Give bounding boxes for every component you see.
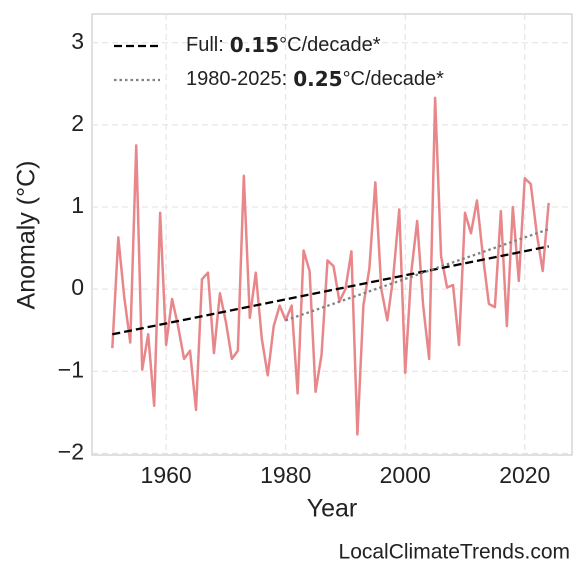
y-tick-label: −2: [58, 438, 84, 464]
y-axis-label: Anomaly (°C): [13, 161, 41, 310]
legend-rate: 0.15: [230, 33, 279, 57]
watermark: LocalClimateTrends.com: [339, 541, 570, 564]
legend-name: Full:: [186, 34, 224, 56]
y-tick-label: −1: [58, 356, 84, 382]
y-tick-label: 3: [71, 28, 84, 54]
series-line: [111, 96, 550, 436]
x-tick-label: 1960: [141, 462, 192, 488]
x-tick-label: 2020: [499, 462, 550, 488]
legend-name: 1980-2025:: [186, 68, 287, 90]
y-tick-label: 2: [71, 110, 84, 136]
y-tick-label: 0: [71, 274, 84, 300]
series-line: [112, 245, 549, 336]
plot-frame: [91, 13, 573, 456]
x-axis-label: Year: [307, 495, 358, 523]
legend-unit: °C/decade*: [343, 68, 445, 90]
series-line: [285, 228, 550, 322]
x-tick-label: 2000: [380, 462, 431, 488]
x-tick-label: 1980: [260, 462, 311, 488]
legend-unit: °C/decade*: [279, 34, 381, 56]
legend-label: 1980-2025: 0.25°C/decade*: [186, 67, 444, 91]
legend-label: Full: 0.15°C/decade*: [186, 33, 381, 57]
legend-rate: 0.25: [293, 67, 342, 91]
y-tick-label: 1: [71, 192, 84, 218]
